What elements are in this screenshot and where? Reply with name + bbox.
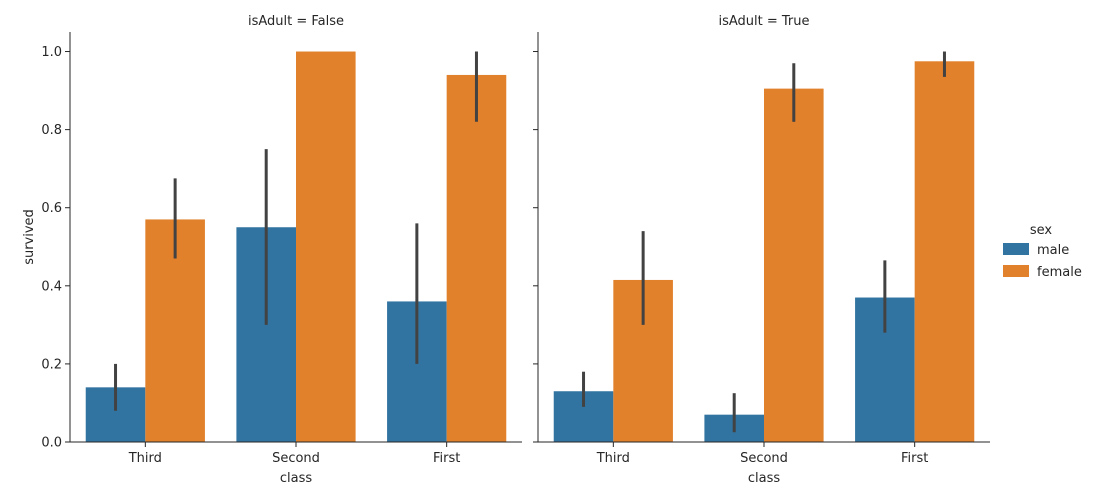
y-axis-label: survived xyxy=(22,209,37,265)
y-tick-label: 0.6 xyxy=(41,201,62,216)
legend-swatch-female xyxy=(1003,265,1029,277)
x-tick-label: Second xyxy=(740,451,788,466)
x-tick-label: First xyxy=(433,451,460,466)
y-tick-label: 1.0 xyxy=(41,45,62,60)
y-tick-label: 0.2 xyxy=(41,357,62,372)
x-tick-label: First xyxy=(901,451,928,466)
legend-label-female: female xyxy=(1037,265,1082,280)
bar-female-first xyxy=(446,74,507,442)
x-axis-label: class xyxy=(280,471,312,486)
bar-female-first xyxy=(914,61,975,442)
panel-title: isAdult = True xyxy=(718,14,809,29)
legend-swatch-male xyxy=(1003,243,1029,255)
y-tick-label: 0.4 xyxy=(41,279,62,294)
y-tick-label: 0.8 xyxy=(41,123,62,138)
legend-label-male: male xyxy=(1037,243,1069,258)
x-tick-label: Second xyxy=(272,451,320,466)
x-tick-label: Third xyxy=(596,451,630,466)
x-axis-label: class xyxy=(748,471,780,486)
x-tick-label: Third xyxy=(128,451,162,466)
panel-title: isAdult = False xyxy=(248,14,344,29)
legend-title: sex xyxy=(1030,223,1053,238)
bar-female-second xyxy=(764,88,824,443)
y-tick-label: 0.0 xyxy=(41,436,62,451)
bar-female-second xyxy=(296,51,356,443)
